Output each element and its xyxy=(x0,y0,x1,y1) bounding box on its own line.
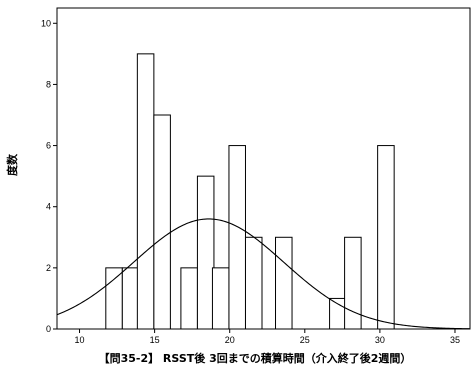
histogram-bar xyxy=(244,236,263,330)
histogram-bar xyxy=(153,114,171,330)
x-tick-label: 15 xyxy=(150,335,160,345)
histogram-bar xyxy=(180,267,198,330)
y-tick-label: 6 xyxy=(46,141,51,151)
y-tick-label: 2 xyxy=(46,263,51,273)
histogram-bar xyxy=(105,267,123,330)
normal-curve xyxy=(56,218,471,330)
x-tick-label: 35 xyxy=(450,335,460,345)
x-axis: 10 15 20 25 30 35 xyxy=(75,329,460,345)
y-tick-label: 8 xyxy=(46,79,51,89)
y-axis-title: 度数 xyxy=(5,153,19,176)
histogram-bar xyxy=(121,267,140,330)
y-tick-label: 4 xyxy=(46,202,51,212)
histogram-bar xyxy=(211,267,230,330)
y-tick-label: 0 xyxy=(46,324,51,334)
histogram-bar xyxy=(377,145,395,330)
x-tick-label: 25 xyxy=(300,335,310,345)
x-tick-label: 10 xyxy=(75,335,85,345)
x-tick-label: 20 xyxy=(225,335,235,345)
histogram-bar xyxy=(344,236,362,330)
y-tick-label: 10 xyxy=(41,18,51,28)
histogram-bar xyxy=(329,297,347,330)
histogram-bar xyxy=(196,175,215,330)
histogram-bar xyxy=(228,145,246,330)
histogram-bars xyxy=(105,53,395,330)
x-axis-title: 【問35-2】 RSST後 3回までの積算時間（介入終了後2週間） xyxy=(99,351,412,365)
y-axis: 0 2 4 6 8 10 xyxy=(41,18,57,334)
normal-distribution-curve xyxy=(56,218,471,330)
histogram-bar xyxy=(136,53,155,330)
histogram-bar xyxy=(275,236,293,330)
x-tick-label: 30 xyxy=(375,335,385,345)
